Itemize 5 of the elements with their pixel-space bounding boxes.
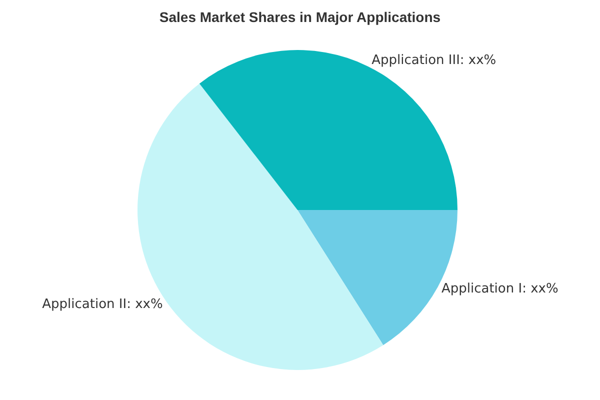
slice-label: Application I: xx% (441, 281, 558, 296)
chart-title: Sales Market Shares in Major Applications (159, 8, 441, 25)
slice-label: Application III: xx% (372, 52, 496, 68)
slice-label: Application II: xx% (42, 296, 163, 312)
pie-slice (138, 84, 384, 370)
